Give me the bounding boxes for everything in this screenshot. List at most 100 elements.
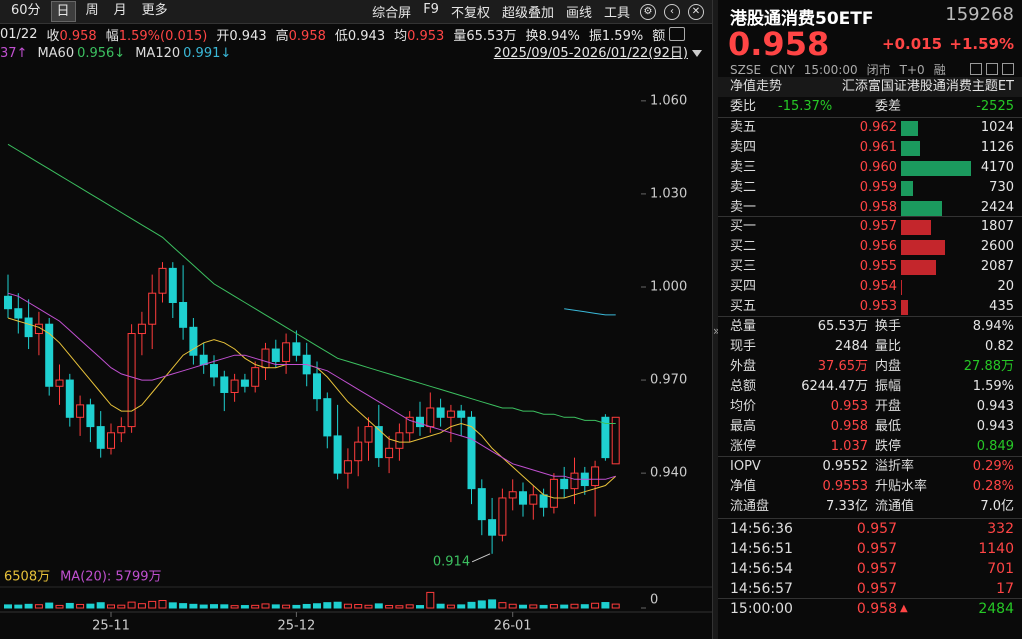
book-price: 0.955	[859, 259, 897, 274]
stat-value: 0.943	[976, 419, 1014, 434]
volume-bar	[436, 603, 445, 609]
icon[interactable]	[986, 62, 998, 75]
tab[interactable]: 净值走势	[730, 79, 783, 94]
meta-item: SZSE	[730, 63, 762, 77]
stat-label: 跌停	[875, 439, 902, 454]
volume-bar	[549, 604, 558, 609]
candle-body	[240, 379, 249, 387]
tool-button[interactable]: 超级叠加	[501, 6, 554, 21]
icon[interactable]	[970, 62, 982, 75]
book-label: 买三	[730, 259, 757, 274]
volume-bar	[117, 604, 126, 609]
book-price: 0.959	[859, 180, 897, 195]
volume-bar	[189, 603, 198, 609]
book-bar	[901, 260, 937, 275]
info-value: 1.59%(0.015)	[118, 28, 208, 44]
settings-icon[interactable]: ⚙	[640, 3, 656, 20]
volume-bar	[4, 604, 12, 609]
volume-bar	[148, 600, 157, 609]
tool-button[interactable]: F9	[423, 2, 439, 17]
legend-name: MA120	[135, 46, 181, 61]
range-dropdown[interactable]	[692, 50, 702, 57]
stat-label: 均价	[730, 399, 757, 414]
info-value: 65.53万	[466, 28, 517, 44]
period-tab[interactable]: 更多	[141, 3, 168, 18]
book-volume: 2087	[980, 259, 1014, 274]
tab[interactable]: 汇添富国证港股通消费主题ET	[841, 79, 1014, 94]
stat-value: 37.65万	[817, 359, 868, 374]
volume-bar	[560, 604, 569, 609]
tool-button[interactable]: 不复权	[450, 6, 490, 21]
info-item: 振1.59%	[589, 25, 643, 44]
expand-icon[interactable]: »	[713, 324, 721, 338]
price-change-pct: +1.59%	[949, 35, 1014, 53]
y-tick-label: 0.970	[650, 373, 687, 388]
close-icon[interactable]: ✕	[688, 3, 704, 20]
icon[interactable]	[669, 27, 686, 41]
volume-bar	[519, 604, 527, 609]
up-arrow-icon: ▲	[900, 603, 908, 614]
volume-bar	[199, 604, 208, 609]
volume-bar	[14, 604, 23, 609]
book-volume: 730	[989, 180, 1014, 195]
info-value: 8.94%	[538, 28, 580, 44]
book-bar	[901, 300, 909, 315]
volume-bar	[426, 591, 435, 609]
panel-divider[interactable]: »	[712, 0, 721, 639]
volume-bar	[385, 604, 394, 609]
switch-icon[interactable]: ‹	[664, 3, 680, 20]
info-item: 高0.958	[276, 25, 326, 44]
book-price: 0.958	[859, 200, 897, 215]
book-label: 买五	[730, 299, 757, 314]
book-label: 买一	[730, 219, 757, 234]
volume-bar	[323, 602, 332, 609]
book-bar	[901, 161, 971, 176]
kline-chart: 1.060 1.030 1.000 0.970 0.940 25-11 25-12 26-01…	[0, 93, 712, 634]
book-bar	[901, 121, 919, 136]
period-tab[interactable]: 60分	[11, 3, 41, 18]
info-key: 换	[525, 28, 539, 44]
tool-button[interactable]: 综合屏	[372, 6, 412, 21]
candle-body	[570, 472, 579, 490]
info-key: 量	[453, 28, 467, 44]
stat-value: 0.953	[830, 399, 868, 414]
book-price: 0.954	[859, 279, 897, 294]
stat-row: 总额 6244.47万 振幅 1.59%	[718, 377, 1022, 397]
candle-body	[385, 447, 394, 459]
trade-row: 14:56:57 0.957 17	[718, 579, 1022, 599]
candle-body	[282, 342, 291, 362]
tool-button[interactable]: 画线	[565, 6, 592, 21]
candle-body	[323, 398, 332, 437]
info-value: 0.943	[347, 28, 386, 44]
volume-bar	[179, 603, 188, 609]
volume-bar	[457, 604, 466, 609]
volume-bar	[354, 604, 363, 609]
date-range[interactable]: 2025/09/05-2026/01/22(92日)	[493, 46, 688, 61]
volume-bar	[539, 604, 548, 609]
book-price: 0.960	[859, 160, 897, 175]
ma-line	[7, 292, 616, 480]
ma-line	[7, 317, 617, 499]
info-value: 0.943	[229, 28, 267, 44]
chart-panel: 1.060 1.030 1.000 0.970 0.940 25-11 25-12 26-01…	[0, 0, 712, 634]
stat-value: 0.28%	[972, 479, 1014, 494]
candle-body	[436, 407, 445, 418]
volume-bar	[446, 604, 455, 609]
period-tab[interactable]: 日	[50, 1, 76, 22]
book-volume: 1024	[980, 120, 1014, 135]
period-tab[interactable]: 月	[113, 3, 127, 18]
candle-body	[313, 373, 321, 400]
icon[interactable]	[1002, 62, 1014, 75]
info-item: 幅1.59%(0.015)	[106, 25, 208, 44]
stat-value: 1.037	[830, 439, 868, 454]
trade-volume: 2484	[978, 601, 1014, 617]
volume-bar	[405, 604, 414, 609]
volume-bar	[220, 604, 229, 609]
tool-button[interactable]: 工具	[603, 6, 630, 21]
book-price: 0.957	[859, 219, 897, 234]
stat-value: 0.82	[985, 339, 1014, 354]
period-tab[interactable]: 周	[85, 3, 99, 18]
volume-bar	[529, 604, 538, 609]
stat-value: 2484	[834, 339, 868, 354]
